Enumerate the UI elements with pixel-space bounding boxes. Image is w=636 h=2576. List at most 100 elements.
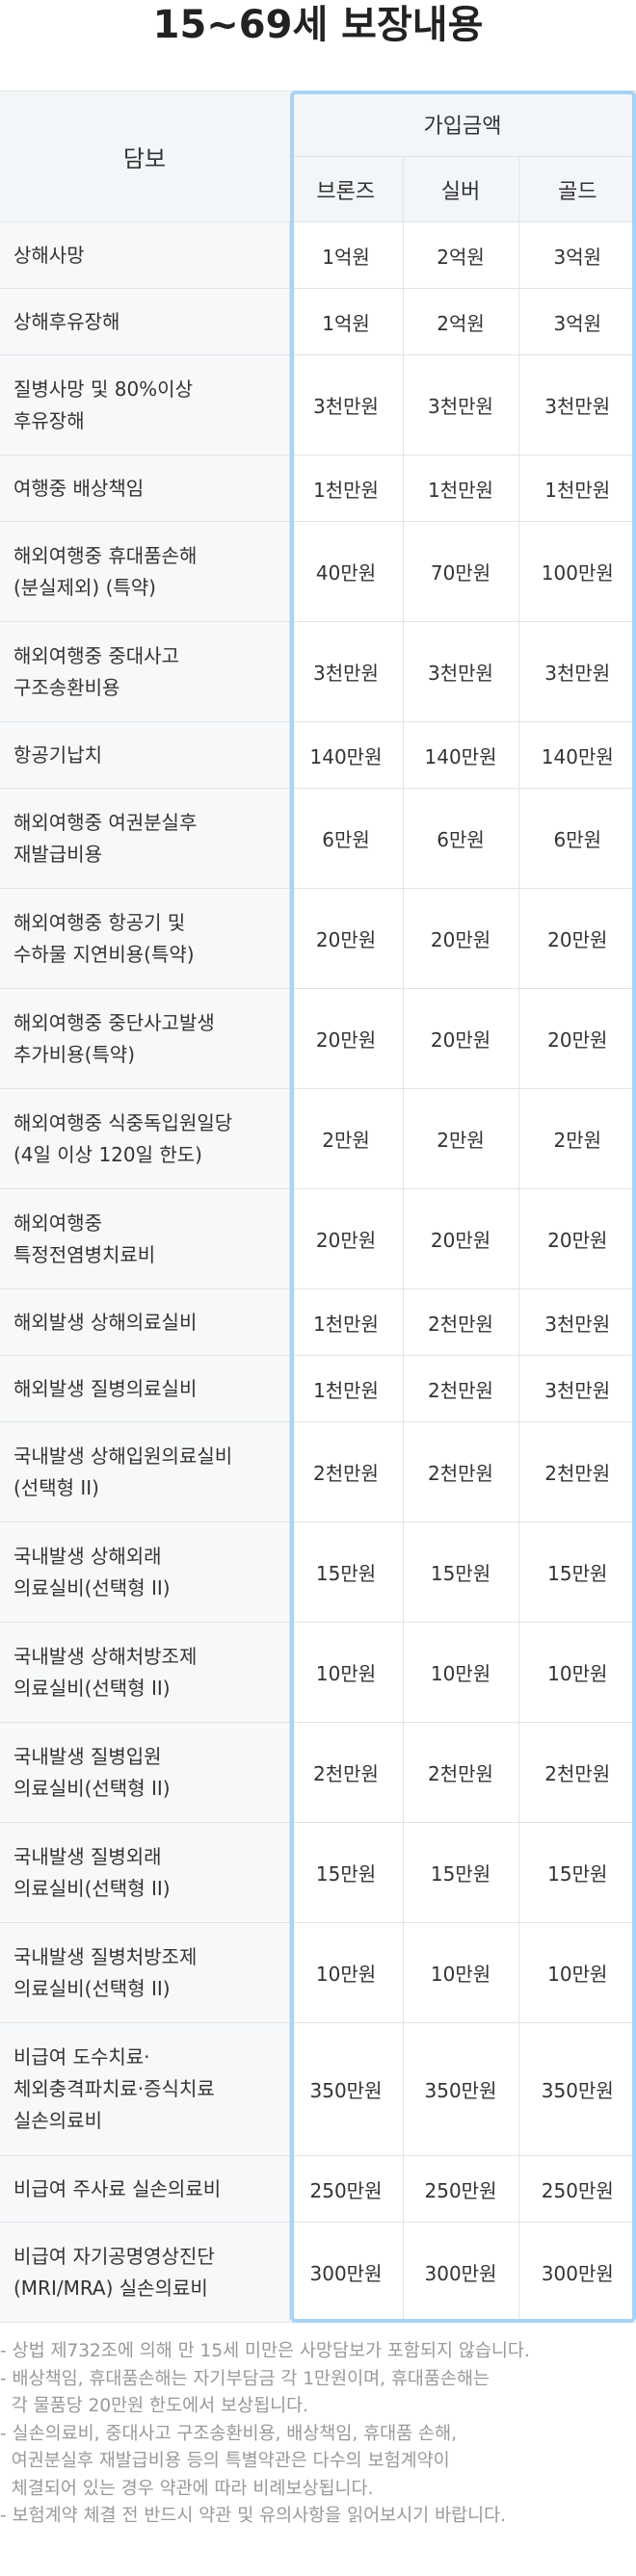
coverage-name-line: 의료실비(선택형 II): [13, 1676, 171, 1700]
coverage-name-line: 여행중 배상책임: [13, 476, 145, 500]
coverage-name: 항공기납치: [0, 721, 290, 789]
amount-bronze: 140만원: [289, 721, 403, 789]
amount-silver: 6만원: [402, 788, 519, 889]
table-row: 해외여행중 중단사고발생 추가비용(특약) 20만원 20만원 20만원: [0, 988, 636, 1089]
amount-gold: 1천만원: [518, 455, 636, 522]
amount-silver: 350만원: [402, 2022, 519, 2156]
table-row: 여행중 배상책임 1천만원 1천만원 1천만원: [0, 455, 636, 522]
plan-header-bronze: 브론즈: [289, 156, 403, 222]
table-row: 해외발생 상해의료실비 1천만원 2천만원 3천만원: [0, 1288, 636, 1356]
table-row: 국내발생 질병외래 의료실비(선택형 II) 15만원 15만원 15만원: [0, 1822, 636, 1923]
coverage-name: 국내발생 상해처방조제 의료실비(선택형 II): [0, 1622, 290, 1723]
table-row: 비급여 도수치료· 체외충격파치료·증식치료 실손의료비 350만원 350만원 350만…: [0, 2022, 636, 2156]
coverage-name-line: (분실제외) (특약): [13, 575, 156, 599]
table-row: 국내발생 질병처방조제 의료실비(선택형 II) 10만원 10만원 10만원: [0, 1922, 636, 2023]
amount-bronze: 3천만원: [289, 621, 403, 722]
amount-silver: 2만원: [402, 1088, 519, 1189]
coverage-name-line: 특정전염병치료비: [13, 1242, 156, 1266]
coverage-name-line: 국내발생 상해입원의료실비: [13, 1444, 233, 1468]
note-line: 체결되어 있는 경우 약관에 따라 비례보상됩니다.: [0, 2478, 374, 2499]
page-title: 15~69세 보장내용: [152, 3, 484, 47]
table-row: 국내발생 상해처방조제 의료실비(선택형 II) 10만원 10만원 10만원: [0, 1622, 636, 1723]
coverage-name-line: 국내발생 상해외래: [13, 1544, 162, 1568]
amount-bronze: 2천만원: [289, 1421, 403, 1522]
coverage-name-line: 항공기납치: [13, 742, 102, 767]
coverage-name-line: 구조송환비용: [13, 675, 120, 699]
amount-bronze: 1천만원: [289, 1355, 403, 1422]
amount-silver: 2천만원: [402, 1355, 519, 1422]
coverage-name-line: 의료실비(선택형 II): [13, 1976, 171, 2000]
amount-silver: 15만원: [402, 1822, 519, 1923]
amount-bronze: 250만원: [289, 2155, 403, 2223]
amount-gold: 3천만원: [518, 1355, 636, 1422]
amount-gold: 250만원: [518, 2155, 636, 2223]
amount-bronze: 15만원: [289, 1522, 403, 1623]
amount-gold: 15만원: [518, 1822, 636, 1923]
coverage-name-line: 해외여행중 중대사고: [13, 643, 179, 667]
amount-bronze: 10만원: [289, 1922, 403, 2023]
amount-gold: 3억원: [518, 221, 636, 289]
amount-gold: 3천만원: [518, 1288, 636, 1356]
coverage-name: 해외여행중 휴대품손해 (분실제외) (특약): [0, 521, 290, 622]
table-row: 해외여행중 식중독입원일당 (4일 이상 120일 한도) 2만원 2만원 2만원: [0, 1088, 636, 1189]
notes-section: - 상법 제732조에 의해 만 15세 미만은 사망담보가 포함되지 않습니다…: [0, 2338, 636, 2531]
amount-silver: 20만원: [402, 888, 519, 989]
coverage-name-line: 의료실비(선택형 II): [13, 1776, 171, 1800]
coverage-name: 국내발생 상해입원의료실비 (선택형 II): [0, 1421, 290, 1522]
coverage-name: 해외발생 질병의료실비: [0, 1355, 290, 1422]
note-line: - 실손의료비, 중대사고 구조송환비용, 배상책임, 휴대품 손해,: [0, 2423, 457, 2444]
coverage-name-line: 상해후유장해: [13, 309, 120, 333]
amount-bronze: 1억원: [289, 221, 403, 289]
coverage-name: 여행중 배상책임: [0, 455, 290, 522]
table-row: 질병사망 및 80%이상 후유장해 3천만원 3천만원 3천만원: [0, 354, 636, 455]
coverage-name: 비급여 주사료 실손의료비: [0, 2155, 290, 2223]
amount-gold: 20만원: [518, 988, 636, 1089]
amount-silver: 2억원: [402, 288, 519, 355]
coverage-name-line: 해외여행중 식중독입원일당: [13, 1110, 233, 1134]
coverage-name: 해외여행중 중단사고발생 추가비용(특약): [0, 988, 290, 1089]
amount-bronze: 40만원: [289, 521, 403, 622]
coverage-name: 해외여행중 여권분실후 재발급비용: [0, 788, 290, 889]
coverage-name: 해외발생 상해의료실비: [0, 1288, 290, 1356]
coverage-name-line: 후유장해: [13, 408, 85, 432]
coverage-name: 상해후유장해: [0, 288, 290, 355]
amount-bronze: 1억원: [289, 288, 403, 355]
plan-header-gold: 골드: [518, 156, 636, 222]
amount-silver: 2천만원: [402, 1421, 519, 1522]
amount-gold: 10만원: [518, 1622, 636, 1723]
table-row: 해외발생 질병의료실비 1천만원 2천만원 3천만원: [0, 1355, 636, 1422]
amount-bronze: 20만원: [289, 888, 403, 989]
amount-bronze: 6만원: [289, 788, 403, 889]
amount-bronze: 20만원: [289, 988, 403, 1089]
amount-silver: 70만원: [402, 521, 519, 622]
amount-gold: 300만원: [518, 2222, 636, 2323]
amount-silver: 10만원: [402, 1622, 519, 1723]
coverage-name: 국내발생 질병처방조제 의료실비(선택형 II): [0, 1922, 290, 2023]
table-row: 해외여행중 항공기 및 수하물 지연비용(특약) 20만원 20만원 20만원: [0, 888, 636, 989]
amount-column-header: 가입금액: [289, 91, 636, 157]
table-row: 해외여행중 휴대품손해 (분실제외) (특약) 40만원 70만원 100만원: [0, 521, 636, 622]
coverage-column-header: 담보: [0, 91, 289, 222]
amount-gold: 3천만원: [518, 621, 636, 722]
amount-silver: 140만원: [402, 721, 519, 789]
amount-bronze: 1천만원: [289, 455, 403, 522]
coverage-name-line: 실손의료비: [13, 2109, 102, 2132]
table-row: 상해후유장해 1억원 2억원 3억원: [0, 288, 636, 355]
table-row: 해외여행중 특정전염병치료비 20만원 20만원 20만원: [0, 1188, 636, 1289]
coverage-name-line: 재발급비용: [13, 842, 102, 866]
coverage-name-line: (MRI/MRA) 실손의료비: [13, 2276, 208, 2300]
coverage-name: 비급여 도수치료· 체외충격파치료·증식치료 실손의료비: [0, 2022, 290, 2156]
amount-silver: 3천만원: [402, 621, 519, 722]
amount-bronze: 300만원: [289, 2222, 403, 2323]
table-row: 해외여행중 여권분실후 재발급비용 6만원 6만원 6만원: [0, 788, 636, 889]
coverage-name-line: 상해사망: [13, 243, 85, 267]
plan-header-silver: 실버: [402, 156, 519, 222]
table-row: 해외여행중 중대사고 구조송환비용 3천만원 3천만원 3천만원: [0, 621, 636, 722]
table-row: 상해사망 1억원 2억원 3억원: [0, 221, 636, 289]
coverage-name-line: 비급여 주사료 실손의료비: [13, 2176, 222, 2200]
coverage-name: 상해사망: [0, 221, 290, 289]
coverage-name-line: 해외발생 상해의료실비: [13, 1310, 198, 1334]
amount-gold: 20만원: [518, 1188, 636, 1289]
